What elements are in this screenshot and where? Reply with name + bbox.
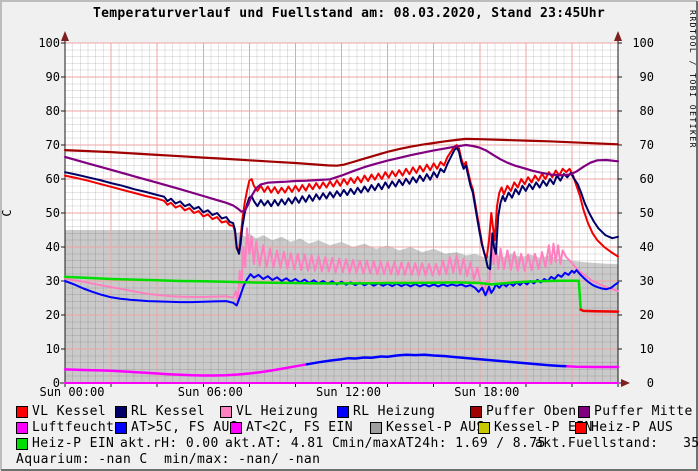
svg-text:60: 60 xyxy=(46,172,60,186)
svg-text:Sun 12:00: Sun 12:00 xyxy=(316,385,381,399)
x-axis-arrow-icon xyxy=(621,379,630,387)
svg-text:70: 70 xyxy=(46,138,60,152)
svg-text:40: 40 xyxy=(640,240,654,254)
svg-text:0: 0 xyxy=(53,376,60,390)
y-axis-arrow-right-icon xyxy=(614,31,622,41)
svg-text:0: 0 xyxy=(647,376,654,390)
svg-text:20: 20 xyxy=(640,308,654,322)
svg-text:Sun 06:00: Sun 06:00 xyxy=(178,385,243,399)
svg-text:100: 100 xyxy=(632,36,654,50)
chart-title: Temperaturverlauf und Fuellstand am: 08.… xyxy=(93,6,605,21)
series-rl-kessel xyxy=(64,146,619,271)
svg-text:80: 80 xyxy=(640,104,654,118)
svg-text:20: 20 xyxy=(46,308,60,322)
series-at-2c-fs-ein-a xyxy=(63,363,309,377)
svg-text:10: 10 xyxy=(640,342,654,356)
y-axis-label: C xyxy=(0,209,14,216)
svg-text:80: 80 xyxy=(46,104,60,118)
series-vl-heizung xyxy=(64,227,619,305)
svg-text:30: 30 xyxy=(640,274,654,288)
series-puffer-oben xyxy=(63,137,620,167)
svg-text:50: 50 xyxy=(640,206,654,220)
tick-labels: 0 0 10 10 20 20 30 30 40 40 50 50 60 60 70 70 80 80 90 90 10… xyxy=(38,36,654,399)
svg-text:50: 50 xyxy=(46,206,60,220)
series-heiz-p-aus xyxy=(579,308,620,313)
svg-text:30: 30 xyxy=(46,274,60,288)
series-puffer-mitte xyxy=(63,143,620,213)
y-axis-arrow-left-icon xyxy=(61,31,69,41)
series-at-2c-fs-ein-b xyxy=(566,365,620,369)
series-at-5c-fs-aus xyxy=(305,353,569,368)
series-heiz-p-ein xyxy=(63,275,582,311)
series-vl-kessel xyxy=(64,144,619,259)
svg-text:Sun 00:00: Sun 00:00 xyxy=(39,385,104,399)
svg-text:90: 90 xyxy=(46,70,60,84)
svg-text:40: 40 xyxy=(46,240,60,254)
grid-major xyxy=(65,42,618,384)
svg-text:60: 60 xyxy=(640,172,654,186)
svg-text:Sun 18:00: Sun 18:00 xyxy=(454,385,519,399)
svg-text:90: 90 xyxy=(640,70,654,84)
watermark: RRDTOOL / TOBI OETIKER xyxy=(688,10,697,149)
svg-text:70: 70 xyxy=(640,138,654,152)
svg-text:100: 100 xyxy=(38,36,60,50)
svg-text:10: 10 xyxy=(46,342,60,356)
